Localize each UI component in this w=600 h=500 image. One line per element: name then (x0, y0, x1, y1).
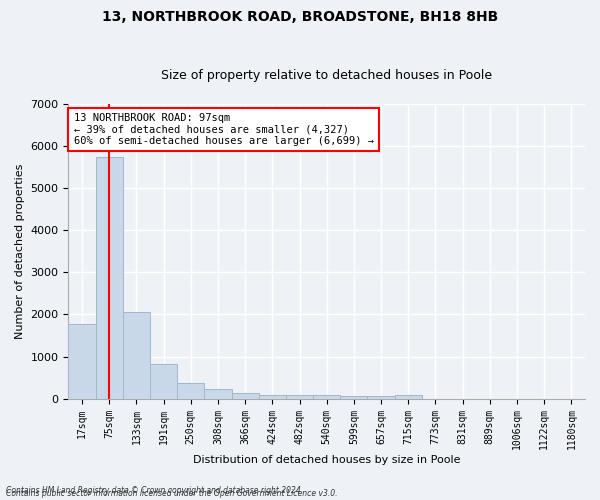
Title: Size of property relative to detached houses in Poole: Size of property relative to detached ho… (161, 69, 492, 82)
Text: 13 NORTHBROOK ROAD: 97sqm
← 39% of detached houses are smaller (4,327)
60% of se: 13 NORTHBROOK ROAD: 97sqm ← 39% of detac… (74, 113, 374, 146)
Bar (259, 394, 286, 398)
Bar (340, 396, 367, 398)
Bar (123, 312, 150, 398)
X-axis label: Distribution of detached houses by size in Poole: Distribution of detached houses by size … (193, 455, 460, 465)
Bar (395, 394, 422, 398)
Y-axis label: Number of detached properties: Number of detached properties (15, 164, 25, 339)
Bar (205, 388, 232, 398)
Bar (95, 156, 123, 398)
Bar (150, 364, 177, 398)
Bar (68, 324, 95, 398)
Bar (232, 393, 259, 398)
Text: Contains public sector information licensed under the Open Government Licence v3: Contains public sector information licen… (6, 490, 337, 498)
Bar (367, 396, 395, 398)
Text: 13, NORTHBROOK ROAD, BROADSTONE, BH18 8HB: 13, NORTHBROOK ROAD, BROADSTONE, BH18 8H… (102, 10, 498, 24)
Bar (177, 384, 205, 398)
Bar (313, 396, 340, 398)
Text: Contains HM Land Registry data © Crown copyright and database right 2024.: Contains HM Land Registry data © Crown c… (6, 486, 303, 495)
Bar (286, 395, 313, 398)
